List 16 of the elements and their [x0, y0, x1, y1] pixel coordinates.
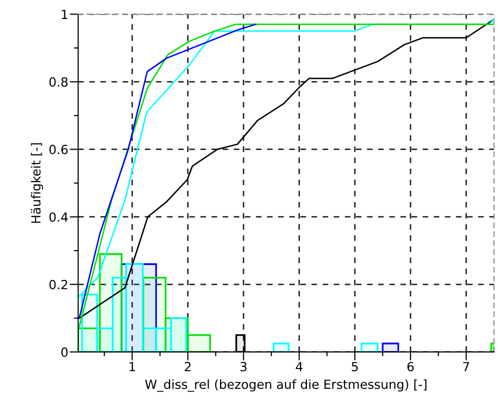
x-tick-label: 7 [463, 362, 470, 372]
x-tick-label: 2 [184, 362, 191, 372]
y-tick-label: 0.2 [49, 280, 68, 290]
y-tick-label: 0 [61, 347, 68, 357]
x-tick-label: 5 [352, 362, 358, 372]
y-axis-title: Häufigkeit [-] [30, 143, 44, 223]
x-tick-label: 4 [296, 362, 302, 372]
y-tick-label: 0.8 [49, 77, 68, 87]
x-tick-label: 6 [407, 362, 414, 372]
x-tick-label: 1 [130, 362, 136, 372]
line-series [78, 24, 256, 319]
y-tick-label: 1 [62, 10, 68, 19]
x-axis-title: W_diss_rel (bezogen auf die Erstmessung) [-] [145, 379, 426, 392]
y-tick-label: 0.4 [49, 212, 68, 222]
x-tick-label: 3 [240, 362, 246, 372]
y-tick-label: 0.6 [49, 144, 68, 154]
